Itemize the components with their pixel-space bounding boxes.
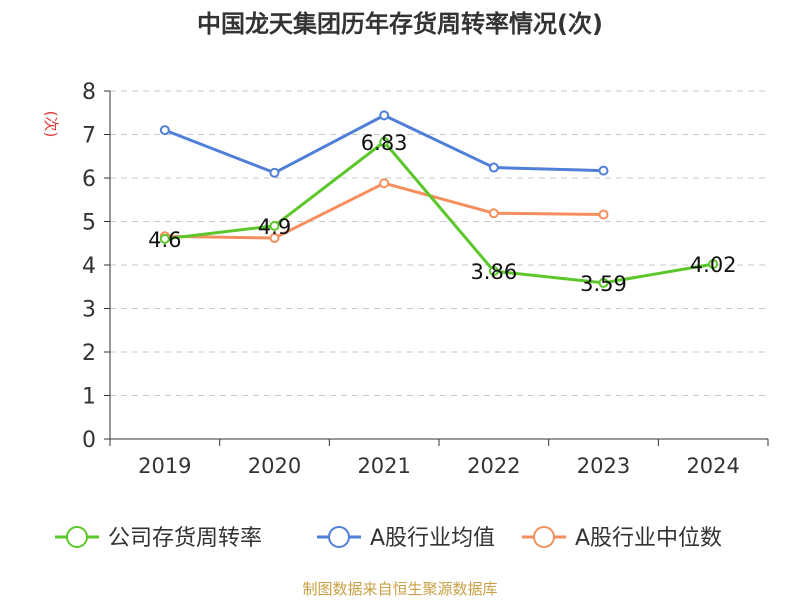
data-point-2 — [379, 178, 390, 189]
y-tick-label: 2 — [82, 341, 96, 366]
data-point-1 — [488, 162, 499, 173]
data-point-1 — [379, 110, 390, 121]
x-tick-label: 2024 — [686, 454, 739, 478]
x-tick-label: 2023 — [577, 454, 630, 478]
data-point-1 — [598, 165, 609, 176]
data-point-0 — [708, 259, 719, 270]
y-tick-label: 5 — [82, 211, 96, 236]
data-point-1 — [159, 125, 170, 136]
data-point-1 — [269, 167, 280, 178]
data-point-2 — [598, 209, 609, 220]
y-tick-label: 3 — [82, 298, 96, 323]
y-tick-label: 4 — [82, 254, 96, 279]
y-tick-label: 0 — [82, 428, 96, 453]
x-tick-label: 2019 — [138, 454, 191, 478]
x-tick-label: 2021 — [357, 454, 410, 478]
legend-label: A股行业中位数 — [575, 526, 722, 551]
data-label: 6.83 — [361, 131, 408, 155]
x-tick-label: 2022 — [467, 454, 520, 478]
data-label: 4.9 — [258, 215, 291, 239]
data-point-2 — [488, 208, 499, 219]
data-label: 3.86 — [470, 260, 517, 284]
legend-label: 公司存货周转率 — [108, 526, 262, 551]
data-point-2 — [269, 233, 280, 244]
data-point-0 — [159, 233, 170, 244]
data-point-0 — [379, 136, 390, 147]
data-label: 3.59 — [580, 272, 627, 296]
legend-marker — [66, 526, 88, 548]
data-label: 4.02 — [690, 253, 737, 277]
x-tick-label: 2020 — [248, 454, 301, 478]
y-axis-label: (次) — [42, 111, 60, 138]
y-tick-label: 7 — [82, 124, 96, 149]
y-tick-label: 6 — [82, 167, 96, 192]
data-point-0 — [269, 220, 280, 231]
legend-marker — [533, 526, 555, 548]
series-line-0 — [164, 140, 714, 285]
source-note: 制图数据来自恒生聚源数据库 — [302, 580, 498, 598]
legend-label: A股行业均值 — [370, 526, 495, 551]
y-tick-label: 1 — [82, 385, 96, 410]
y-tick-label: 8 — [82, 80, 96, 105]
data-label: 4.6 — [148, 228, 181, 252]
chart-title: 中国龙天集团历年存货周转率情况(次) — [197, 10, 603, 38]
data-point-0 — [598, 277, 609, 288]
data-point-0 — [488, 266, 499, 277]
legend-marker — [328, 526, 350, 548]
